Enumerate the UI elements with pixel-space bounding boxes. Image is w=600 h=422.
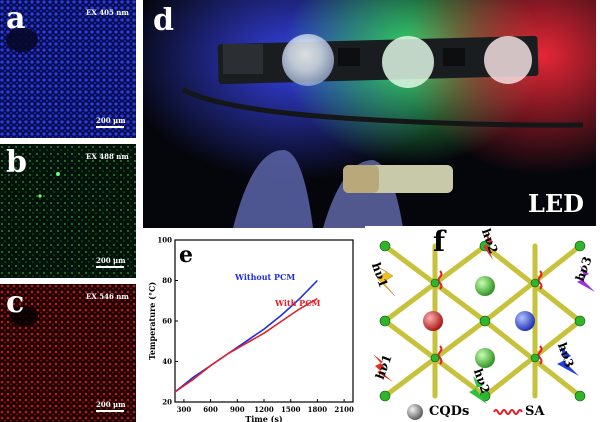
panel-label-c: c — [6, 285, 25, 320]
schematic-f: f hν1 hν2 hν3 hν1 hν2 hν3 CQDs SA — [365, 226, 600, 422]
excitation-label-b: EX 488 nm — [86, 152, 129, 161]
excitation-label-c: EX 546 nm — [86, 292, 129, 301]
x-tick-label: 1800 — [308, 405, 328, 414]
x-tick-label: 300 — [177, 405, 192, 414]
plot-frame — [174, 239, 354, 403]
x-tick-label: 600 — [203, 405, 218, 414]
x-tick-label: 1500 — [281, 405, 301, 414]
lattice-diagram — [372, 232, 595, 404]
panel-label-f: f — [433, 226, 446, 258]
scale-label-c: 200 μm — [96, 400, 126, 409]
cqd-legend-label: CQDs — [429, 404, 470, 419]
temperature-chart-panel: 300 600 900 1200 1500 1800 2100 20 40 60 80 100 Time… — [143, 232, 363, 422]
x-tick-label: 900 — [230, 405, 245, 414]
micrograph-b: b EX 488 nm 200 μm — [0, 144, 136, 278]
panel-label-e: e — [179, 242, 193, 268]
legend-with-pcm: With PCM — [274, 298, 321, 308]
temperature-chart: 300 600 900 1200 1500 1800 2100 20 40 60 80 100 Time… — [147, 236, 354, 422]
x-axis-label: Time (s) — [245, 414, 283, 422]
micrograph-a-texture — [0, 0, 136, 138]
scale-label-a: 200 μm — [96, 116, 126, 125]
led-photo-illustration — [143, 0, 596, 228]
scale-label-b: 200 μm — [96, 256, 126, 265]
y-tick-label: 20 — [162, 398, 172, 407]
y-tick-label: 60 — [162, 317, 172, 326]
series-line-2 — [174, 298, 318, 393]
micrograph-c-texture — [0, 284, 136, 422]
scale-bar-c — [96, 410, 124, 412]
y-tick-label: 100 — [157, 236, 172, 245]
y-tick-label: 40 — [162, 357, 172, 366]
scale-bar-a — [96, 126, 124, 128]
x-tick-label: 2100 — [334, 405, 354, 414]
panel-label-d: d — [153, 3, 174, 38]
excitation-label-a: EX 405 nm — [86, 8, 129, 17]
micrograph-a: a EX 405 nm 200 μm — [0, 0, 136, 138]
legend-without-pcm: Without PCM — [234, 272, 295, 282]
scale-bar-b — [96, 266, 124, 268]
cqd-legend-icon — [407, 404, 423, 420]
sa-legend-label: SA — [525, 404, 545, 419]
micrograph-c: c EX 546 nm 200 μm — [0, 284, 136, 422]
led-photo: d LED — [143, 0, 596, 228]
sa-legend-icon — [493, 409, 523, 415]
y-axis-label: Temperature (°C) — [147, 282, 157, 360]
series-line-1 — [174, 279, 318, 393]
panel-label-a: a — [6, 1, 26, 36]
y-tick-label: 80 — [162, 276, 172, 285]
led-caption: LED — [528, 189, 584, 218]
x-tick-label: 1200 — [254, 405, 274, 414]
panel-label-b: b — [6, 145, 27, 180]
micrograph-b-texture — [0, 144, 136, 278]
